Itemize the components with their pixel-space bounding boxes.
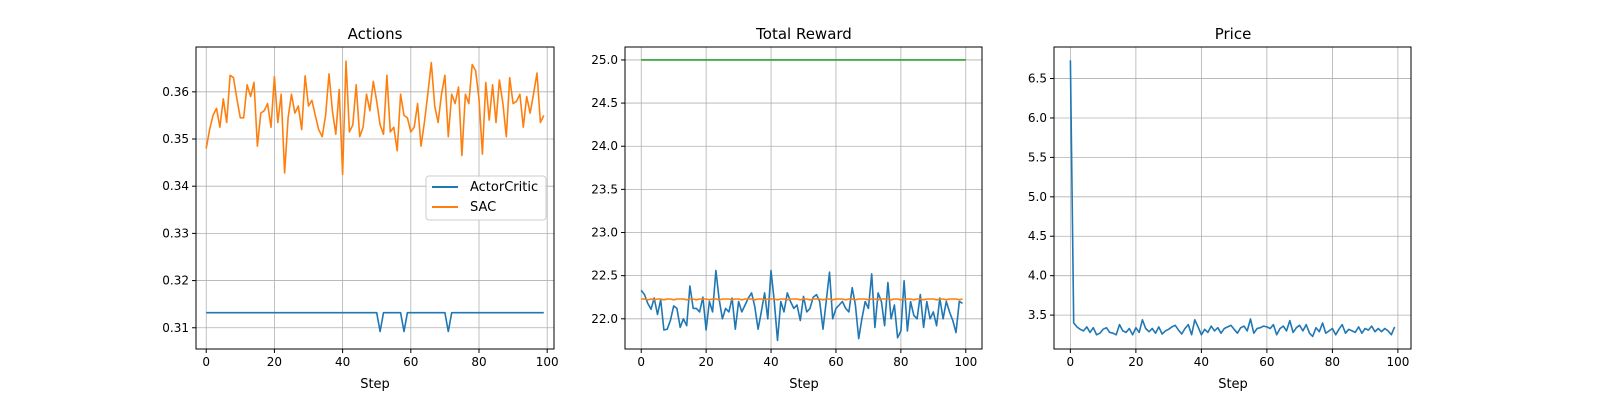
plot-frame bbox=[1053, 46, 1412, 350]
y-tick-label: 0.33 bbox=[162, 226, 189, 240]
y-tick-label: 4.5 bbox=[1028, 229, 1047, 243]
x-tick-label: 0 bbox=[202, 355, 210, 369]
y-tick-label: 25.0 bbox=[591, 53, 618, 67]
y-tick-label: 24.5 bbox=[591, 96, 618, 110]
x-tick-label: 20 bbox=[698, 355, 713, 369]
y-tick-label: 0.35 bbox=[162, 132, 189, 146]
chart-title: Actions bbox=[348, 25, 403, 43]
y-tick-label: 3.5 bbox=[1028, 308, 1047, 322]
chart-title: Price bbox=[1215, 25, 1252, 43]
x-tick-label: 60 bbox=[1259, 355, 1274, 369]
y-tick-label: 23.0 bbox=[591, 226, 618, 240]
x-tick-label: 0 bbox=[637, 355, 645, 369]
plot-frame bbox=[624, 46, 983, 350]
gridlines bbox=[625, 47, 982, 349]
legend: ActorCritic SAC bbox=[425, 175, 547, 221]
series-line-1 bbox=[1069, 60, 1396, 338]
price-chart: Price Step 0 20 40 60 80 100 3.5 4.0 4.5 5.0 5.5 6.… bbox=[1028, 25, 1412, 392]
y-tick-label: 6.0 bbox=[1028, 111, 1047, 125]
gridlines bbox=[1054, 47, 1411, 349]
y-tick-label: 0.31 bbox=[162, 321, 189, 335]
x-tick-label: 100 bbox=[536, 355, 559, 369]
y-tick-label: 5.5 bbox=[1028, 150, 1047, 164]
x-tick-label: 20 bbox=[1128, 355, 1143, 369]
y-tick-label: 0.36 bbox=[162, 85, 189, 99]
series-line-3 bbox=[641, 298, 963, 301]
y-tick-label: 5.0 bbox=[1028, 190, 1047, 204]
y-tick-label: 0.32 bbox=[162, 274, 189, 288]
y-tick-label: 22.5 bbox=[591, 269, 618, 283]
total-reward-chart: Total Reward Step 0 20 40 60 80 100 22.0 22.5 23… bbox=[591, 25, 983, 392]
legend-label-actorcritic: ActorCritic bbox=[470, 180, 538, 195]
x-tick-label: 80 bbox=[471, 355, 486, 369]
x-tick-label: 80 bbox=[1325, 355, 1340, 369]
y-tick-label: 23.5 bbox=[591, 182, 618, 196]
y-tick-label: 4.0 bbox=[1028, 269, 1047, 283]
x-axis-label: Step bbox=[360, 377, 390, 392]
x-tick-label: 20 bbox=[267, 355, 282, 369]
y-tick-label: 22.0 bbox=[591, 312, 618, 326]
series-line-sac bbox=[205, 60, 545, 176]
plot-frame bbox=[195, 46, 555, 350]
actions-chart: Actions Step ActorCritic SAC 0 20 40 60 80 10… bbox=[162, 25, 558, 392]
x-tick-label: 60 bbox=[403, 355, 418, 369]
x-tick-label: 40 bbox=[1194, 355, 1209, 369]
chart-title: Total Reward bbox=[755, 25, 852, 43]
x-tick-label: 0 bbox=[1067, 355, 1075, 369]
x-tick-label: 100 bbox=[954, 355, 977, 369]
series-line-2 bbox=[640, 269, 963, 342]
x-tick-label: 40 bbox=[763, 355, 778, 369]
x-axis-label: Step bbox=[789, 377, 819, 392]
x-axis-label: Step bbox=[1218, 377, 1248, 392]
y-tick-label: 6.5 bbox=[1028, 72, 1047, 86]
x-tick-label: 60 bbox=[828, 355, 843, 369]
y-tick-label: 0.34 bbox=[162, 179, 189, 193]
x-tick-label: 100 bbox=[1386, 355, 1409, 369]
x-tick-label: 40 bbox=[335, 355, 350, 369]
legend-label-sac: SAC bbox=[470, 200, 496, 215]
series-line-actorcritic bbox=[206, 311, 544, 333]
x-tick-label: 80 bbox=[893, 355, 908, 369]
y-tick-label: 24.0 bbox=[591, 139, 618, 153]
